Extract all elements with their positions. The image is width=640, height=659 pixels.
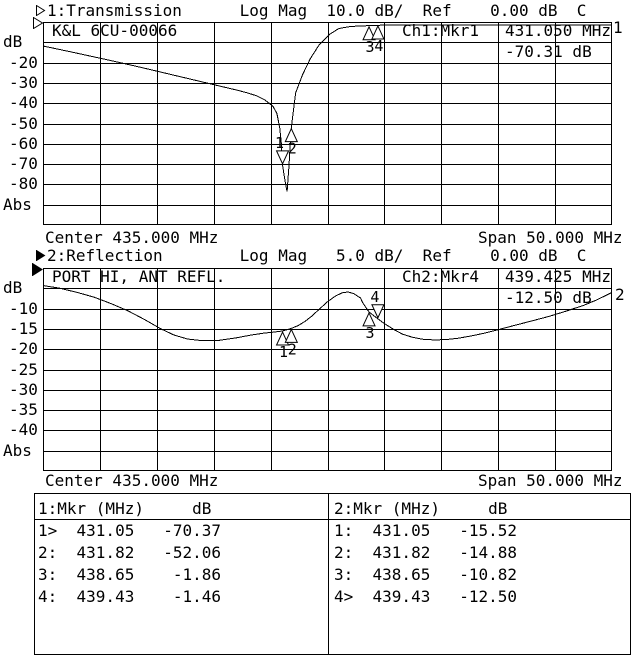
marker-4-number: 4 <box>370 288 379 306</box>
channel1-center-frequency: Center 435.000 MHz <box>45 228 219 247</box>
marker-table-row: 2: 431.82 -14.88 <box>334 543 518 562</box>
y-axis-label: -30 <box>9 379 38 399</box>
channel2-graticule: 1 2 3 4 <box>42 268 613 471</box>
marker-1-symbol-icon <box>275 150 290 166</box>
channel1-marker-readout-freq: 431.050 MHz <box>505 21 611 40</box>
trace-channel2 <box>42 285 613 342</box>
channel1-trace-number: 1 <box>613 18 623 37</box>
marker-table-row: 1: 431.05 -15.52 <box>334 521 518 540</box>
marker-table-row: 4: 439.43 -1.46 <box>38 587 222 606</box>
marker-2-symbol-icon <box>284 127 299 143</box>
marker-4-number: 4 <box>374 37 383 55</box>
marker-table-header-ch1: 1:Mkr (MHz) dB <box>38 499 212 518</box>
marker-2-number: 2 <box>288 340 297 358</box>
y-axis-label: -80 <box>9 174 38 194</box>
marker-1-number: 1 <box>275 134 284 152</box>
y-axis-label: -30 <box>9 72 38 92</box>
channel2-center-frequency: Center 435.000 MHz <box>45 471 219 490</box>
marker-4-symbol-icon <box>371 24 385 40</box>
marker-table-header-rule <box>34 519 631 520</box>
channel1-ref-arrow-icon <box>33 16 44 30</box>
trace-channel1 <box>42 24 613 192</box>
marker-2-symbol-icon <box>284 328 299 343</box>
y-axis-label: Abs <box>3 440 32 460</box>
y-axis-label: -50 <box>9 113 38 133</box>
channel2-marker-readout-value: -12.50 dB <box>505 288 592 307</box>
marker-table-divider <box>328 493 329 655</box>
marker-4-symbol-icon <box>371 304 385 319</box>
marker-table-header-ch2: 2:Mkr (MHz) dB <box>334 499 508 518</box>
channel1-graticule: 1 2 3 4 <box>42 22 613 225</box>
y-axis-label: -35 <box>9 400 38 420</box>
channel1-device-label: K&L 6CU-00066 <box>52 21 178 40</box>
y-axis-label: Abs <box>3 194 32 214</box>
channel1-indicator-icon <box>36 4 46 17</box>
marker-table-row: 3: 438.65 -10.82 <box>334 565 518 584</box>
channel2-indicator-icon <box>36 249 46 262</box>
channel1-marker-readout-label: Ch1:Mkr1 <box>402 21 480 40</box>
channel2-marker-readout-freq: 439.425 MHz <box>505 267 611 286</box>
y-axis-label: -15 <box>9 318 38 338</box>
marker-3-symbol-icon <box>362 25 376 41</box>
y-axis-label: -20 <box>9 339 38 359</box>
channel2-trace-number: 2 <box>615 285 625 304</box>
y-axis-label: -10 <box>9 298 38 318</box>
marker-table-row: 2: 431.82 -52.06 <box>38 543 222 562</box>
channel2-title: 2:Reflection Log Mag 5.0 dB/ Ref 0.00 dB… <box>47 246 587 265</box>
y-axis-label: -60 <box>9 133 38 153</box>
marker-3-symbol-icon <box>362 311 376 327</box>
marker-3-number: 3 <box>366 38 375 56</box>
channel1-span: Span 50.000 MHz <box>478 228 623 247</box>
y-axis-label: dB <box>3 278 23 298</box>
y-axis-label: dB <box>3 32 23 52</box>
y-axis-label: -40 <box>9 93 38 113</box>
marker-1-number: 1 <box>279 343 288 361</box>
marker-table-row: 3: 438.65 -1.86 <box>38 565 222 584</box>
y-axis-label: -70 <box>9 154 38 174</box>
marker-table-row: 1> 431.05 -70.37 <box>38 521 222 540</box>
channel2-span: Span 50.000 MHz <box>478 471 623 490</box>
marker-table-row: 4> 439.43 -12.50 <box>334 587 518 606</box>
channel2-device-label: PORT HI, ANT REFL. <box>52 267 226 286</box>
channel2-ref-arrow-icon <box>32 262 43 277</box>
y-axis-label: -25 <box>9 359 38 379</box>
y-axis-label: -20 <box>9 52 38 72</box>
marker-2-number: 2 <box>288 140 297 158</box>
marker-table <box>34 493 631 655</box>
channel2-marker-readout-label: Ch2:Mkr4 <box>402 267 480 286</box>
channel1-marker-readout-value: -70.31 dB <box>505 42 592 61</box>
channel1-title: 1:Transmission Log Mag 10.0 dB/ Ref 0.00… <box>47 1 587 20</box>
y-axis-label: -40 <box>9 420 38 440</box>
marker-3-number: 3 <box>366 324 375 342</box>
